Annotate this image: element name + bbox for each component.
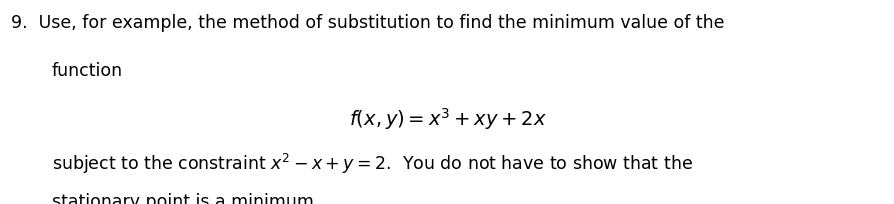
Text: 9.  Use, for example, the method of substitution to find the minimum value of th: 9. Use, for example, the method of subst… (11, 14, 723, 32)
Text: $f(x, y) = x^3 + xy + 2x$: $f(x, y) = x^3 + xy + 2x$ (348, 106, 546, 132)
Text: stationary point is a minimum.: stationary point is a minimum. (52, 192, 319, 204)
Text: function: function (52, 61, 122, 79)
Text: subject to the constraint $x^2 - x + y = 2$.  You do not have to show that the: subject to the constraint $x^2 - x + y =… (52, 151, 692, 175)
